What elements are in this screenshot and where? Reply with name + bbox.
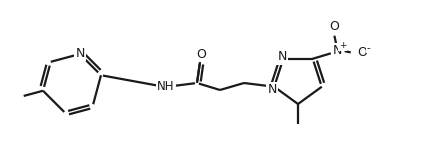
Text: N: N <box>278 50 287 63</box>
Text: O: O <box>357 46 367 59</box>
Text: N: N <box>75 47 85 60</box>
Text: -: - <box>367 43 371 53</box>
Text: N: N <box>333 44 343 57</box>
Text: +: + <box>339 41 346 50</box>
Text: N: N <box>268 83 277 96</box>
Text: NH: NH <box>157 80 175 93</box>
Text: O: O <box>329 20 339 33</box>
Text: O: O <box>196 48 206 61</box>
